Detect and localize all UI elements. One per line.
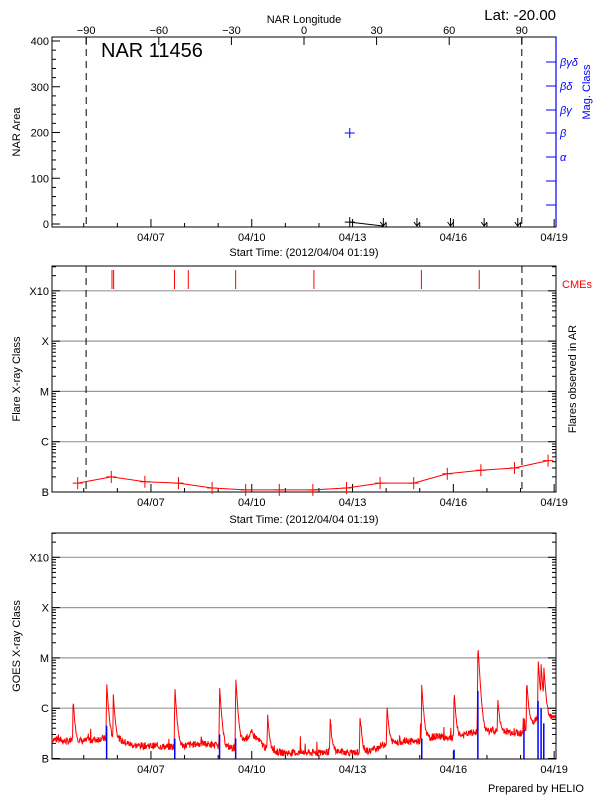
flare-point [341, 482, 352, 495]
panel3-ytick-label: B [42, 754, 49, 766]
prepared-by-label: Prepared by HELIO [488, 783, 584, 795]
flare-point [375, 477, 386, 490]
panel3-frame [51, 532, 557, 760]
mag-class-ylabel: Mag. Class [581, 64, 593, 120]
area-ytick-label: 100 [31, 173, 49, 185]
area-ytick-label: 200 [31, 128, 49, 140]
panel2-time-tick-label: 04/13 [339, 497, 367, 509]
area-upper-limit-arrow [413, 218, 421, 227]
area-ytick-label: 300 [31, 82, 49, 94]
flare-point [173, 477, 184, 490]
flare-point [106, 470, 117, 483]
flare-point [274, 483, 285, 496]
panel1-time-tick-label: 04/16 [440, 232, 468, 244]
flare-point [509, 462, 520, 475]
panel3-time-tick-label: 04/07 [137, 764, 165, 776]
panel2-ytick-label: X [42, 336, 50, 348]
nar-title: NAR 11456 [101, 40, 203, 62]
panel1-time-tick-label: 04/10 [238, 232, 266, 244]
panel3-ytick-label: C [41, 703, 49, 715]
flare-point [475, 464, 486, 477]
panel3-ytick-label: M [40, 653, 49, 665]
longitude-tick-label: 90 [516, 25, 528, 37]
flare-point [139, 475, 150, 488]
panel2-time-tick-label: 04/07 [137, 497, 165, 509]
flare-point [307, 483, 318, 496]
mag-class-point [344, 128, 355, 138]
nar-area-panel: NAR 11456 NAR Area Mag. Class Start Time… [11, 25, 593, 259]
panel3-time-tick-label: 04/13 [339, 764, 367, 776]
panel2-time-tick-label: 04/19 [540, 497, 568, 509]
flare-point [442, 467, 453, 480]
longitude-tick-label: −60 [149, 25, 168, 37]
nar-area-ylabel: NAR Area [11, 107, 23, 157]
panel3-time-tick-label: 04/19 [540, 764, 568, 776]
flare-class-panel: Flare X-ray Class Flares observed in AR … [11, 265, 592, 526]
mag-class-tick-label: βγδ [559, 57, 579, 69]
goes-xray-panel: GOES X-ray Class B C M X X10 04/07 04/10 04/13 0… [11, 532, 568, 776]
longitude-tick-label: 30 [370, 25, 382, 37]
panel3-ytick-label: X10 [29, 552, 49, 564]
flares-observed-ylabel: Flares observed in AR [567, 325, 579, 433]
panel2-frame [51, 265, 557, 493]
mag-class-tick-label: α [560, 152, 567, 164]
goes-long-channel-line [51, 649, 557, 758]
mag-class-tick-label: β [559, 128, 567, 140]
panel1-time-tick-label: 04/07 [137, 232, 165, 244]
panel3-ytick-label: X [42, 603, 50, 615]
longitude-tick-label: 0 [301, 25, 307, 37]
top-axis-label: NAR Longitude [267, 14, 342, 26]
longitude-tick-label: −90 [77, 25, 96, 37]
area-upper-limit-arrow [379, 218, 387, 227]
panel2-ytick-label: B [42, 487, 49, 499]
panel1-xlabel: Start Time: (2012/04/04 01:19) [229, 247, 378, 259]
mag-class-tick-label: βγ [559, 105, 573, 117]
area-upper-limit-arrow [480, 218, 488, 227]
panel2-ytick-label: X10 [29, 286, 49, 298]
panel1-frame [51, 36, 557, 228]
area-point-plus [344, 217, 355, 228]
panel2-ytick-label: M [40, 386, 49, 398]
cme-label: CMEs [562, 279, 592, 291]
latitude-label: Lat: -20.00 [484, 7, 556, 24]
longitude-tick-label: −30 [222, 25, 241, 37]
panel3-time-tick-label: 04/16 [440, 764, 468, 776]
flare-point [240, 483, 251, 496]
flare-point [72, 477, 83, 490]
area-upper-limit-arrow [447, 218, 454, 227]
panel2-xlabel: Start Time: (2012/04/04 01:19) [229, 514, 378, 526]
panel2-time-tick-label: 04/16 [440, 497, 468, 509]
longitude-tick-label: 60 [443, 25, 455, 37]
flare-point [207, 482, 218, 495]
area-ytick-label: 0 [43, 219, 49, 231]
flare-point [408, 477, 419, 490]
flare-point [543, 454, 554, 467]
mag-class-tick-label: βδ [559, 81, 573, 93]
area-line [349, 221, 384, 227]
goes-class-ylabel: GOES X-ray Class [11, 600, 23, 692]
panel2-time-tick-label: 04/10 [238, 497, 266, 509]
area-upper-limit-arrow [514, 218, 522, 227]
panel3-time-tick-label: 04/10 [238, 764, 266, 776]
area-ytick-label: 400 [31, 36, 49, 48]
panel1-time-tick-label: 04/19 [540, 232, 568, 244]
panel1-time-tick-label: 04/13 [339, 232, 367, 244]
flare-class-ylabel: Flare X-ray Class [11, 336, 23, 421]
panel2-ytick-label: C [41, 437, 49, 449]
